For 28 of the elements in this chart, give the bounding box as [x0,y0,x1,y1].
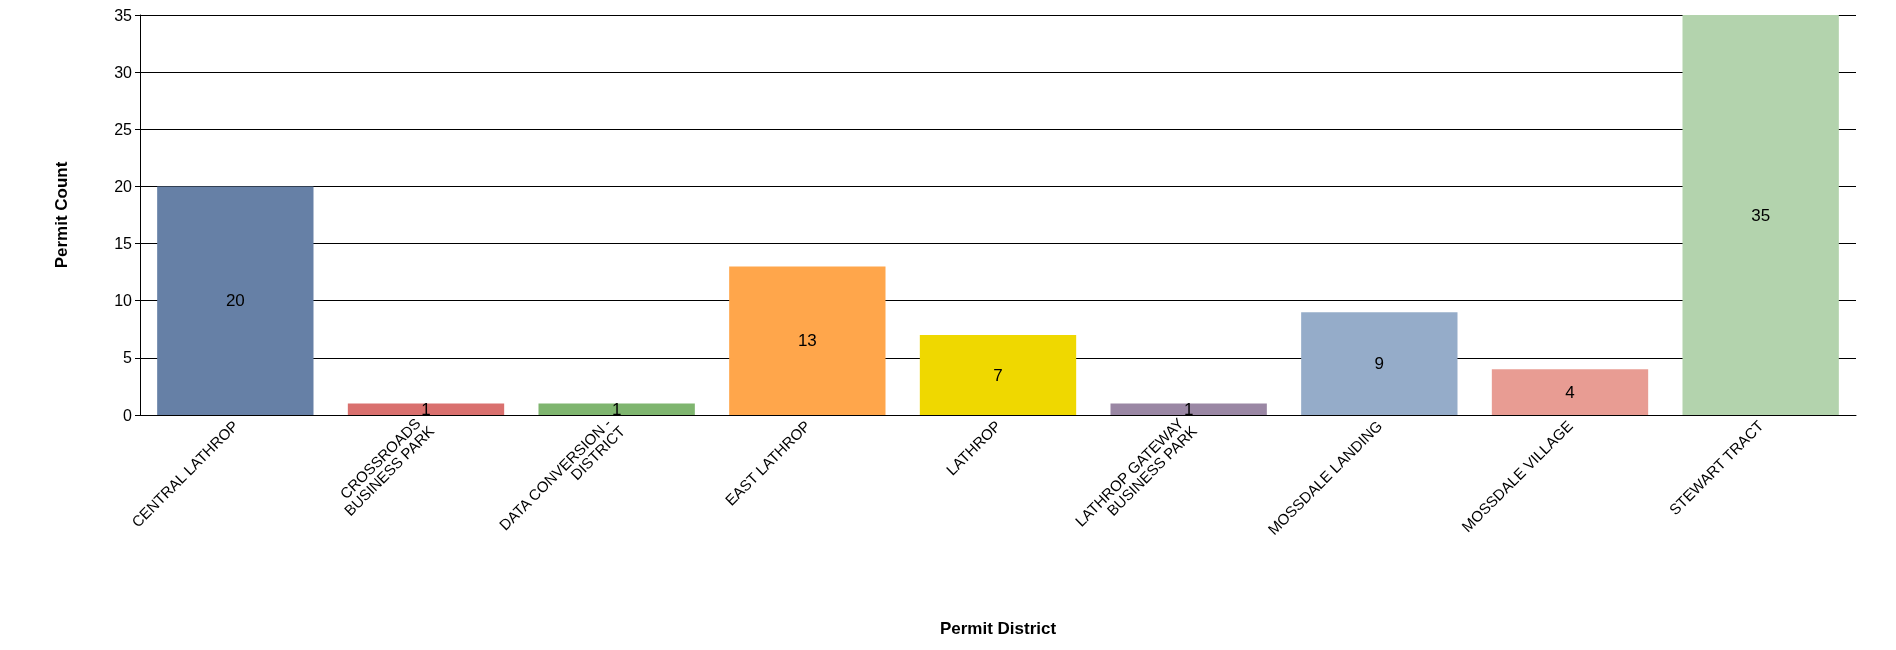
data-label: 4 [1565,382,1575,402]
x-axis-title: Permit District [939,619,1057,638]
bar [919,335,1077,415]
y-tick-label: 20 [114,177,133,195]
bar [347,403,505,415]
bar [157,186,314,415]
data-label: 1 [611,399,622,419]
y-tick-label: 0 [123,406,133,424]
data-label: 7 [993,365,1003,385]
bar [538,403,695,415]
bar [1491,369,1649,415]
bar [1301,312,1458,415]
data-label: 35 [1751,205,1771,225]
data-label: 20 [225,291,245,311]
bar [729,266,886,415]
bar [1110,403,1267,415]
y-tick-label: 10 [114,292,133,310]
data-label: 1 [1183,399,1194,419]
y-tick-label: 15 [114,235,133,253]
bar [1682,15,1839,415]
data-label: 1 [421,399,431,419]
y-tick-label: 30 [114,63,133,81]
y-tick-label: 35 [114,6,133,24]
data-label: 9 [1374,354,1385,374]
y-tick-label: 25 [114,120,133,138]
y-tick-label: 5 [123,349,133,367]
y-axis-title: Permit Count [52,161,71,269]
data-label: 13 [797,331,817,351]
